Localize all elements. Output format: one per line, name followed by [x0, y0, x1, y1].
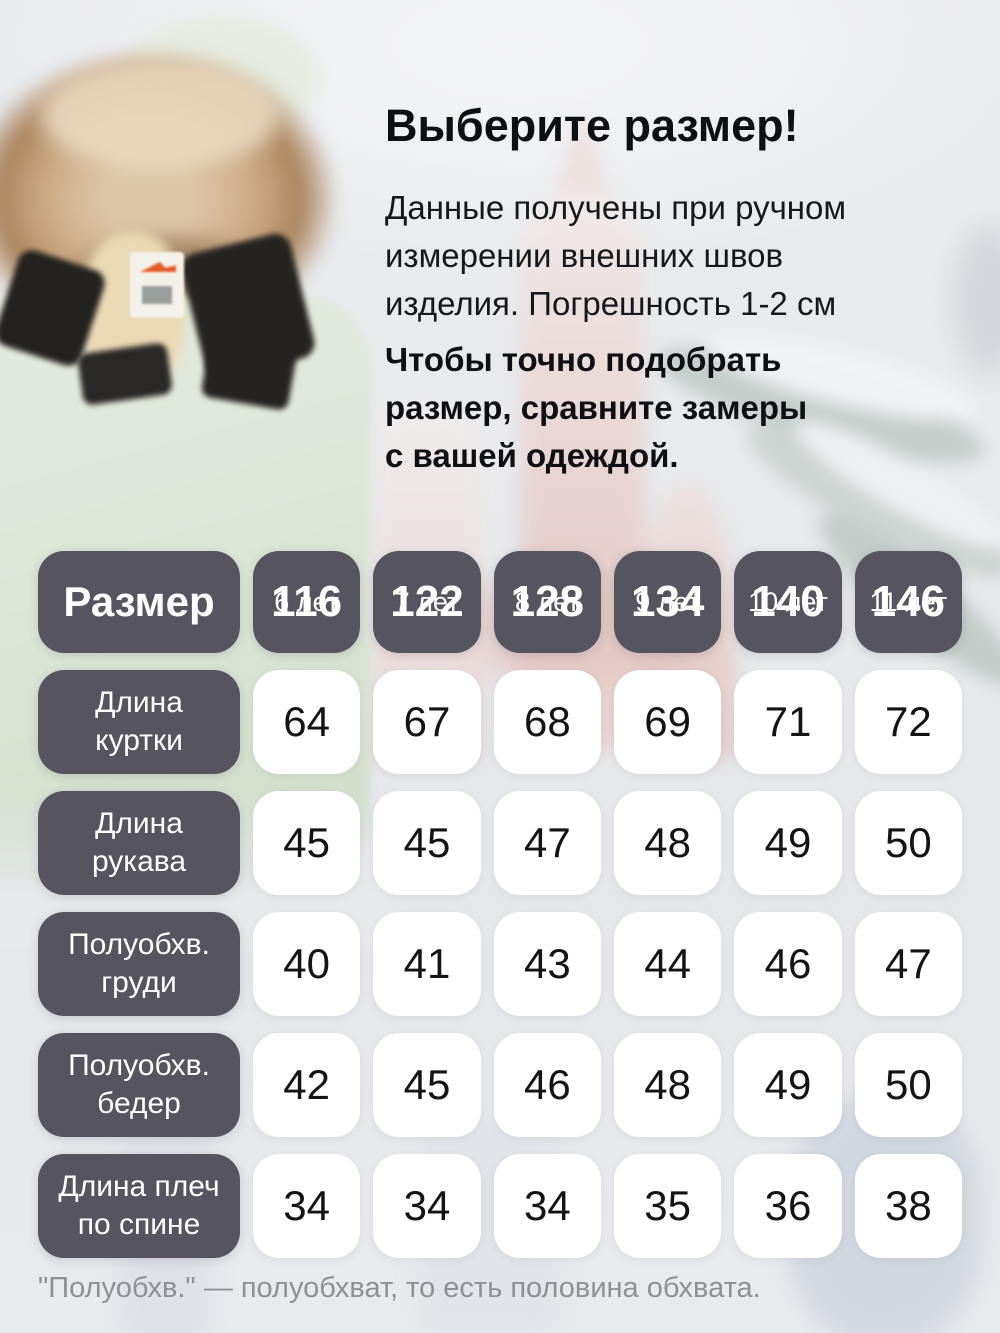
table-cell: 41: [373, 912, 481, 1016]
jacket-fleece-lining: [80, 232, 185, 392]
table-cell: 44: [614, 912, 722, 1016]
table-cell: 69: [614, 670, 722, 774]
size-label: 146: [871, 577, 946, 626]
note-line: Чтобы точно подобрать: [385, 340, 782, 378]
column-header-134: 9 лет 134: [614, 551, 722, 653]
age-label: 11 лет: [869, 587, 948, 617]
table-cell: 40: [253, 912, 361, 1016]
table-corner-header: Размер: [38, 551, 240, 653]
size-label: 134: [630, 577, 705, 626]
row-header-jacket-length: Длина куртки: [38, 670, 240, 774]
size-table: Размер 6 лет 116 7 лет 122 8 лет 128 9 л…: [38, 551, 962, 1258]
table-cell: 34: [373, 1154, 481, 1258]
intro-line: Данные получены при ручном: [385, 188, 847, 226]
table-cell: 49: [734, 791, 842, 895]
table-cell: 36: [734, 1154, 842, 1258]
row-header-half-hips: Полуобхв. бедер: [38, 1033, 240, 1137]
table-cell: 35: [614, 1154, 722, 1258]
intro-line: измерении внешних швов: [385, 236, 783, 274]
row-header-sleeve-length: Длина рукава: [38, 791, 240, 895]
table-cell: 64: [253, 670, 361, 774]
row-header-half-chest: Полуобхв. груди: [38, 912, 240, 1016]
note-line: размер, сравните замеры: [385, 388, 808, 426]
column-header-128: 8 лет 128: [493, 551, 601, 653]
size-label: 122: [390, 577, 464, 626]
size-label: 128: [510, 577, 585, 626]
size-label: 116: [271, 577, 343, 626]
table-cell: 48: [614, 1033, 722, 1137]
column-header-122: 7 лет 122: [373, 551, 481, 653]
table-cell: 45: [373, 1033, 481, 1137]
size-label: 140: [751, 577, 825, 626]
table-cell: 46: [493, 1033, 601, 1137]
table-cell: 46: [734, 912, 842, 1016]
column-header-140: 10 лет 140: [734, 551, 842, 653]
age-label: 7 лет: [394, 587, 460, 617]
column-header-146: 11 лет 146: [854, 551, 962, 653]
table-cell: 34: [493, 1154, 601, 1258]
footnote-text: "Полуобхв." — полуобхват, то есть полови…: [38, 1272, 761, 1304]
jacket-collar-right: [178, 230, 318, 382]
age-label: 9 лет: [635, 587, 701, 617]
table-cell: 34: [253, 1154, 361, 1258]
jacket-hood: [120, 14, 320, 144]
note-line: с вашей одеждой.: [385, 436, 679, 474]
copy-block: Выберите размер! Данные получены при руч…: [385, 100, 985, 500]
table-cell: 72: [854, 670, 962, 774]
jacket-collar-left: [0, 246, 109, 370]
table-cell: 47: [493, 791, 601, 895]
column-header-116: 6 лет 116: [253, 551, 361, 653]
jacket-fur-highlight: [40, 60, 280, 170]
age-label: 10 лет: [748, 587, 828, 617]
brand-label-plate: [142, 286, 172, 304]
table-cell: 45: [373, 791, 481, 895]
jacket-chest-patch-left: [76, 341, 174, 407]
table-cell: 50: [854, 1033, 962, 1137]
row-header-shoulder-length: Длина плеч по спине: [38, 1154, 240, 1258]
jacket-brand-label: [130, 252, 184, 318]
intro-line: изделия. Погрешность 1-2 см: [385, 284, 837, 322]
jacket-chest-patch-right: [200, 334, 298, 412]
table-cell: 49: [734, 1033, 842, 1137]
brand-logo-mark: [140, 262, 176, 272]
table-cell: 38: [854, 1154, 962, 1258]
table-cell: 50: [854, 791, 962, 895]
table-cell: 42: [253, 1033, 361, 1137]
table-cell: 71: [734, 670, 842, 774]
table-cell: 67: [373, 670, 481, 774]
table-cell: 48: [614, 791, 722, 895]
jacket-fur-trim: [0, 48, 340, 348]
age-label: 6 лет: [274, 587, 340, 617]
note-text: Чтобы точно подобрать размер, сравните з…: [385, 336, 985, 480]
age-label: 8 лет: [514, 587, 580, 617]
table-cell: 45: [253, 791, 361, 895]
intro-text: Данные получены при ручном измерении вне…: [385, 184, 985, 328]
table-cell: 68: [493, 670, 601, 774]
table-cell: 43: [493, 912, 601, 1016]
table-cell: 47: [854, 912, 962, 1016]
page-title: Выберите размер!: [385, 100, 799, 151]
jacket-fur-shadow: [70, 240, 270, 350]
